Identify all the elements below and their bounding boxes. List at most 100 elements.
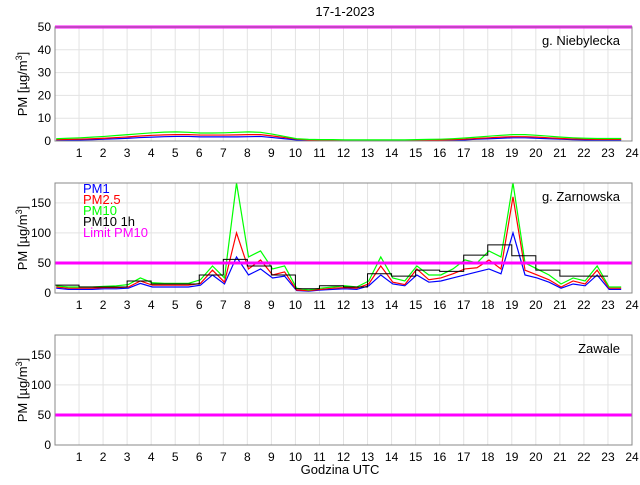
x-tick-label: 13 xyxy=(361,450,375,464)
y-tick-label: 10 xyxy=(38,111,52,125)
x-tick-label: 23 xyxy=(601,450,615,464)
x-tick-label: 16 xyxy=(433,146,447,160)
y-tick-label: 50 xyxy=(38,408,52,422)
x-tick-label: 19 xyxy=(505,146,519,160)
x-tick-label: 20 xyxy=(529,298,543,312)
x-tick-label: 5 xyxy=(172,450,179,464)
y-axis-label: PM [µg/m3] xyxy=(14,206,30,271)
x-tick-label: 12 xyxy=(337,298,351,312)
series-line-pm10-1h xyxy=(55,244,608,290)
x-tick-label: 10 xyxy=(289,450,303,464)
y-tick-label: 40 xyxy=(38,43,52,57)
y-tick-label: 30 xyxy=(38,66,52,80)
y-tick-label: 100 xyxy=(31,226,51,240)
panel-0: 1 2 3 4 5 6 7 8 9 10 11 12 13 14 15 16 17 18 19 20 21 22 23 240… xyxy=(14,20,639,160)
x-tick-label: 21 xyxy=(553,298,567,312)
y-axis-label: PM [µg/m3] xyxy=(14,358,30,423)
x-tick-label: 8 xyxy=(244,146,251,160)
x-tick-label: 5 xyxy=(172,298,179,312)
x-tick-label: 3 xyxy=(124,450,131,464)
station-label: g. Niebylecka xyxy=(542,33,621,48)
legend-entry: PM10 1h xyxy=(83,214,135,229)
x-tick-label: 14 xyxy=(385,298,399,312)
x-tick-label: 6 xyxy=(196,298,203,312)
x-tick-label: 8 xyxy=(244,298,251,312)
y-axis-label: PM [µg/m3] xyxy=(14,52,30,117)
x-tick-label: 21 xyxy=(553,450,567,464)
x-tick-label: 4 xyxy=(148,298,155,312)
legend-entry: PM10 xyxy=(83,203,117,218)
axes-frame xyxy=(54,182,633,294)
x-tick-label: 14 xyxy=(385,450,399,464)
legend-entry: PM2.5 xyxy=(83,192,121,207)
station-label: g. Zarnowska xyxy=(542,189,621,204)
x-tick-label: 1 xyxy=(76,450,83,464)
x-tick-label: 13 xyxy=(361,146,375,160)
x-tick-label: 12 xyxy=(337,146,351,160)
x-tick-label: 14 xyxy=(385,146,399,160)
x-tick-label: 18 xyxy=(481,298,495,312)
x-tick-label: 20 xyxy=(529,146,543,160)
x-tick-label: 11 xyxy=(313,450,326,464)
x-tick-label: 11 xyxy=(313,146,326,160)
x-tick-label: 6 xyxy=(196,146,203,160)
x-tick-label: 24 xyxy=(625,450,639,464)
x-tick-label: 15 xyxy=(409,146,423,160)
station-label: Zawale xyxy=(578,341,620,356)
x-tick-label: 18 xyxy=(481,146,495,160)
x-tick-label: 8 xyxy=(244,450,251,464)
panel-1: 1 2 3 4 5 6 7 8 9 10 11 12 13 14 15 16 17 18 19 20 21 22 23 240… xyxy=(14,181,639,312)
x-tick-label: 1 xyxy=(76,146,83,160)
x-tick-label: 4 xyxy=(148,146,155,160)
y-tick-label: 20 xyxy=(38,88,52,102)
x-tick-label: 23 xyxy=(601,146,615,160)
legend-entry: Limit PM10 xyxy=(83,225,148,240)
legend-entry: PM1 xyxy=(83,181,110,196)
x-tick-label: 1 xyxy=(76,298,83,312)
x-tick-label: 20 xyxy=(529,450,543,464)
y-tick-label: 0 xyxy=(44,438,51,452)
axes-frame xyxy=(54,334,633,446)
x-tick-label: 23 xyxy=(601,298,615,312)
x-tick-label: 17 xyxy=(457,146,471,160)
y-tick-label: 150 xyxy=(31,348,51,362)
x-tick-label: 22 xyxy=(577,450,591,464)
x-tick-label: 5 xyxy=(172,146,179,160)
x-tick-label: 13 xyxy=(361,298,375,312)
y-tick-label: 0 xyxy=(44,286,51,300)
x-tick-label: 4 xyxy=(148,450,155,464)
x-tick-label: 7 xyxy=(220,146,227,160)
x-tick-label: 7 xyxy=(220,298,227,312)
axes-frame xyxy=(54,26,633,142)
y-tick-label: 100 xyxy=(31,378,51,392)
x-tick-label: 17 xyxy=(457,450,471,464)
y-tick-label: 50 xyxy=(38,256,52,270)
x-tick-label: 15 xyxy=(409,450,423,464)
series-line-pm2-5 xyxy=(56,196,622,292)
x-tick-label: 22 xyxy=(577,298,591,312)
x-tick-label: 2 xyxy=(100,450,107,464)
y-tick-label: 50 xyxy=(38,20,52,34)
x-tick-label: 17 xyxy=(457,298,471,312)
x-tick-label: 21 xyxy=(553,146,567,160)
x-tick-label: 9 xyxy=(268,450,275,464)
x-tick-label: 19 xyxy=(505,450,519,464)
figure-title: 17-1-2023 xyxy=(315,4,374,19)
x-tick-label: 24 xyxy=(625,298,639,312)
y-tick-label: 0 xyxy=(44,134,51,148)
y-tick-label: 150 xyxy=(31,196,51,210)
panel-2: 1 2 3 4 5 6 7 8 9 10 11 12 13 14 15 16 17 18 19 20 21 22 23 240… xyxy=(14,334,639,464)
x-tick-label: 10 xyxy=(289,298,303,312)
x-tick-label: 2 xyxy=(100,298,107,312)
x-axis-label: Godzina UTC xyxy=(301,462,380,477)
x-tick-label: 15 xyxy=(409,298,423,312)
x-tick-label: 3 xyxy=(124,298,131,312)
x-tick-label: 7 xyxy=(220,450,227,464)
series-line-pm1 xyxy=(56,230,622,292)
x-tick-label: 2 xyxy=(100,146,107,160)
x-tick-label: 16 xyxy=(433,298,447,312)
x-tick-label: 9 xyxy=(268,298,275,312)
x-tick-label: 16 xyxy=(433,450,447,464)
x-tick-label: 19 xyxy=(505,298,519,312)
